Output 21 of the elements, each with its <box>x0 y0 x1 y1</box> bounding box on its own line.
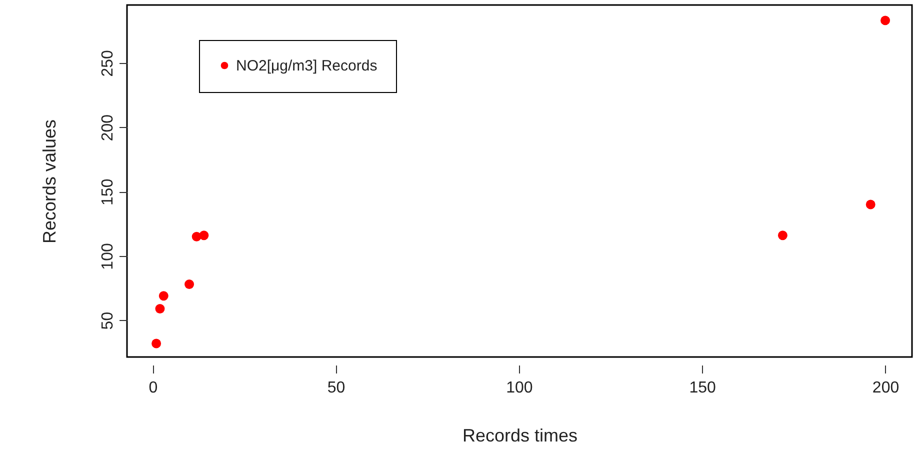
point <box>199 230 209 240</box>
y-tick-label: 150 <box>100 178 116 206</box>
y-tick-label: 200 <box>100 114 116 142</box>
point <box>778 230 788 240</box>
x-axis-title: Records times <box>462 426 578 446</box>
point <box>152 338 162 348</box>
x-tick-label: 100 <box>506 380 533 396</box>
legend-label: NO2[μg/m3] Records <box>236 58 378 74</box>
point <box>880 16 890 26</box>
point <box>184 280 194 290</box>
x-tick-label: 200 <box>872 380 900 396</box>
x-tick-label: 50 <box>327 380 346 396</box>
y-tick-label: 50 <box>100 312 116 330</box>
point <box>866 200 876 210</box>
point <box>155 304 165 314</box>
y-axis-title: Records values <box>40 119 60 244</box>
y-tick-label: 100 <box>100 243 116 270</box>
point <box>158 291 168 301</box>
y-tick-label: 250 <box>100 50 116 77</box>
x-tick-label: 0 <box>148 380 158 396</box>
x-tick-label: 150 <box>689 380 716 396</box>
